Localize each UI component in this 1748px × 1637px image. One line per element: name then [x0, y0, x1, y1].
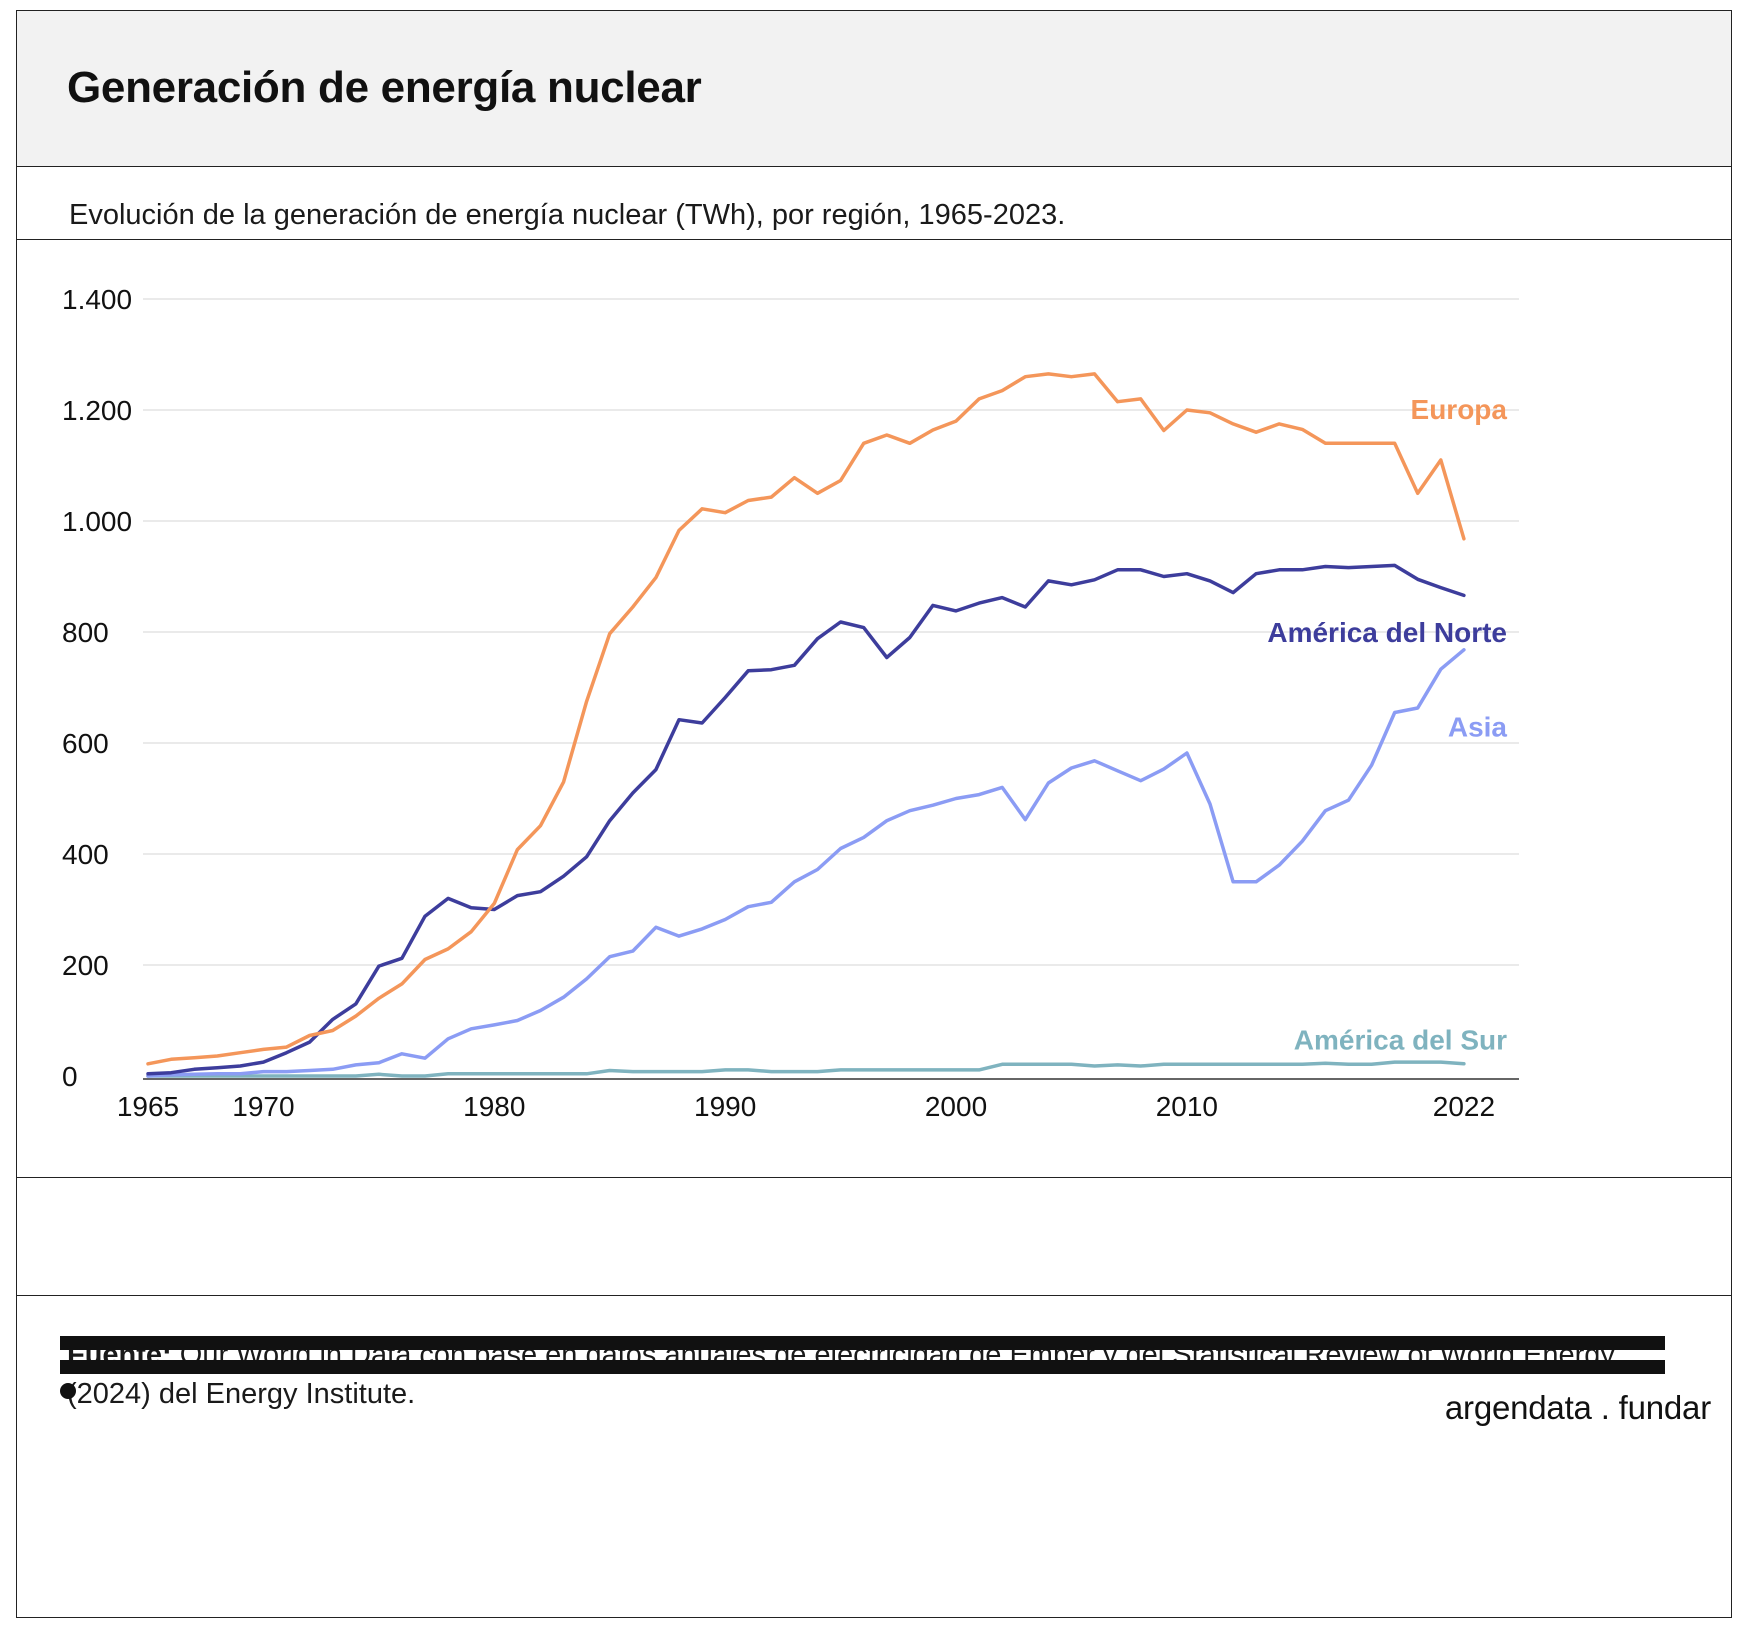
logo-bar-top [60, 1336, 1665, 1350]
y-tick-label: 800 [62, 617, 109, 648]
x-tick-label: 2000 [925, 1091, 987, 1122]
series-label-américa-del-norte: América del Norte [1267, 617, 1507, 648]
chart-frame: Generación de energía nuclear Evolución … [16, 10, 1732, 1618]
y-tick-label: 1.200 [62, 395, 132, 426]
line-chart: 0 200 400 600 800 1.000 1.200 1.400 1965 1970 1980… [62, 284, 1519, 1122]
chart-title: Generación de energía nuclear [67, 63, 702, 112]
logo-bar-bottom [60, 1360, 1665, 1374]
series-line-asia [146, 648, 1466, 1078]
separator-source [17, 1295, 1731, 1296]
x-tick-label: 1990 [694, 1091, 756, 1122]
y-tick-label: 1.000 [62, 506, 132, 537]
series-label-europa: Europa [1411, 394, 1508, 425]
y-tick-label: 1.400 [62, 284, 132, 315]
series-line-américa-del-sur [146, 1060, 1466, 1078]
x-tick-label: 2022 [1433, 1091, 1495, 1122]
separator-chart [17, 1177, 1731, 1178]
logo-right: fundar [1618, 1389, 1712, 1426]
x-tick-label: 1965 [117, 1091, 179, 1122]
series-label-asia: Asia [1448, 711, 1508, 742]
series-line-europa [146, 372, 1466, 1066]
y-tick-label: 400 [62, 839, 109, 870]
separator-subtitle [17, 239, 1731, 240]
y-tick-label: 200 [62, 950, 109, 981]
title-bar: Generación de energía nuclear [17, 11, 1731, 167]
logo-dot [60, 1383, 76, 1399]
y-tick-label: 600 [62, 728, 109, 759]
chart-subtitle: Evolución de la generación de energía nu… [69, 199, 1066, 231]
series-label-américa-del-sur: América del Sur [1294, 1024, 1507, 1055]
y-tick-label: 0 [62, 1061, 78, 1092]
brand-logo: argendata . fundar [1445, 1389, 1711, 1427]
series-line-américa-del-norte [146, 563, 1466, 1076]
logo-dot-text: . [1600, 1389, 1610, 1426]
x-tick-label: 1970 [232, 1091, 294, 1122]
x-tick-label: 2010 [1156, 1091, 1218, 1122]
logo-left: argendata [1444, 1389, 1592, 1426]
x-tick-label: 1980 [463, 1091, 525, 1122]
